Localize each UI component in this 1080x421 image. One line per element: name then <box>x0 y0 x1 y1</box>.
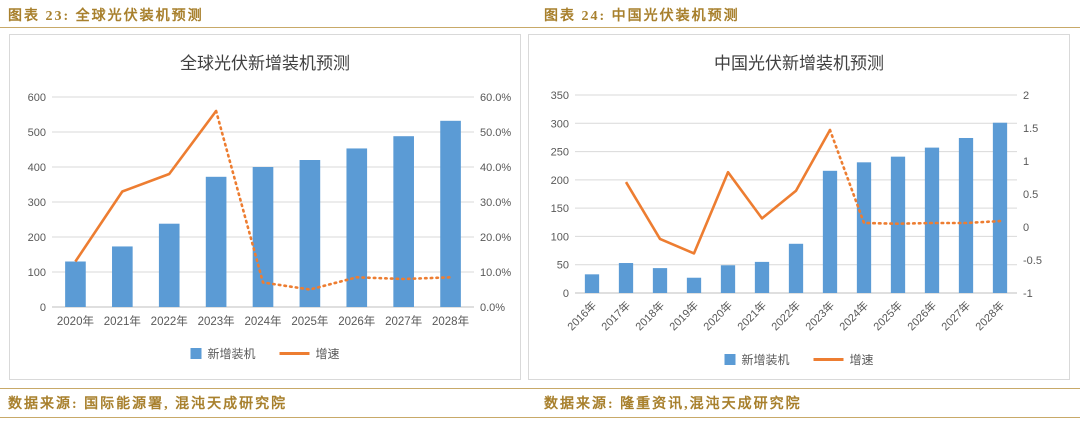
x-axis-label: 2025年 <box>870 298 905 333</box>
x-axis-label: 2023年 <box>198 314 235 328</box>
right-axis-tick-label: 40.0% <box>480 162 511 174</box>
chart-canvas: 0 100 200 300 400 500 600 0.0% 10.0% 20.0% 30.0% 40… <box>28 54 512 361</box>
x-axis-label: 2028年 <box>432 314 469 328</box>
right-axis-tick-label: 1.5 <box>1023 123 1038 135</box>
data-source-row: 数据来源: 国际能源署, 混沌天成研究院 数据来源: 隆重资讯,混沌天成研究院 <box>0 393 1080 413</box>
x-axis-label: 2018年 <box>632 298 667 333</box>
legend-bar-label: 新增装机 <box>208 346 256 361</box>
growth-line-solid <box>624 129 832 255</box>
figure-23-data-source: 数据来源: 国际能源署, 混沌天成研究院 <box>8 397 288 412</box>
left-axis-tick-label: 200 <box>551 175 569 187</box>
figure-23-caption: 图表 23: 全球光伏装机预测 <box>8 9 204 24</box>
x-axis-label: 2025年 <box>291 314 328 328</box>
right-axis-tick-label: -0.5 <box>1023 255 1042 267</box>
left-axis-tick-label: 100 <box>551 231 569 243</box>
right-axis-tick-label: -1 <box>1023 288 1033 300</box>
installation-bar <box>65 261 86 307</box>
right-axis-tick-label: 0.0% <box>480 302 505 314</box>
top-divider-line <box>0 27 1080 28</box>
right-axis-tick-label: 30.0% <box>480 197 511 209</box>
left-axis-tick-label: 400 <box>28 162 46 174</box>
chart-title: 全球光伏新增装机预测 <box>180 54 350 73</box>
x-axis-label: 2021年 <box>734 298 769 333</box>
chart-canvas: 0 50 100 150 200 250 300 350 -1 -0.5 0 0.5 1 1.5 2 2016… <box>551 54 1042 367</box>
installation-bar <box>958 137 974 293</box>
x-axis-label: 2017年 <box>598 298 633 333</box>
installation-bar <box>822 170 838 293</box>
x-axis-label: 2028年 <box>972 298 1007 333</box>
legend-bar-swatch <box>190 348 202 359</box>
installation-bar <box>205 176 227 307</box>
left-axis-tick-label: 300 <box>28 197 46 209</box>
right-axis-tick-label: 1 <box>1023 156 1029 168</box>
left-axis-tick-label: 200 <box>28 232 46 244</box>
installation-bar <box>686 277 702 293</box>
installation-bar <box>618 263 634 293</box>
x-axis-label: 2021年 <box>104 314 141 328</box>
installation-bar <box>754 261 770 293</box>
installation-bar <box>158 223 180 307</box>
x-axis-label: 2024年 <box>836 298 871 333</box>
chart-title: 中国光伏新增装机预测 <box>714 54 884 73</box>
left-axis-tick-label: 0 <box>40 302 46 314</box>
china-pv-forecast-chart: 0 50 100 150 200 250 300 350 -1 -0.5 0 0.5 1 1.5 2 2016… <box>528 34 1070 380</box>
x-axis-label: 2026年 <box>904 298 939 333</box>
right-axis-tick-label: 20.0% <box>480 232 511 244</box>
left-axis-tick-label: 350 <box>551 90 569 102</box>
legend-bar-swatch <box>724 354 736 365</box>
legend-bar-label: 新增装机 <box>742 352 790 367</box>
left-axis-tick-label: 300 <box>551 118 569 130</box>
left-axis-tick-label: 50 <box>557 260 569 272</box>
bottom-divider-line <box>0 417 1080 418</box>
installation-bar <box>393 136 414 307</box>
x-axis-label: 2020年 <box>700 298 735 333</box>
x-axis-label: 2022年 <box>151 314 188 328</box>
installation-bar <box>992 122 1008 293</box>
x-axis-label: 2027年 <box>385 314 422 328</box>
right-axis-tick-label: 2 <box>1023 90 1029 102</box>
right-axis-tick-label: 50.0% <box>480 127 511 139</box>
growth-line-dotted <box>828 128 1002 225</box>
x-axis-label: 2019年 <box>666 298 701 333</box>
footer-top-divider-line <box>0 388 1080 389</box>
installation-bar <box>299 160 321 307</box>
right-axis-tick-label: 0.5 <box>1023 189 1038 201</box>
installation-bar <box>346 148 368 307</box>
growth-line-solid <box>74 110 218 263</box>
right-axis-tick-label: 60.0% <box>480 92 511 104</box>
x-axis-label: 2016年 <box>564 298 599 333</box>
x-axis-label: 2020年 <box>57 314 94 328</box>
figure-24-data-source: 数据来源: 隆重资讯,混沌天成研究院 <box>544 397 802 412</box>
left-axis-tick-label: 250 <box>551 147 569 159</box>
installation-bar <box>788 243 804 293</box>
left-axis-tick-label: 150 <box>551 203 569 215</box>
left-axis-tick-label: 500 <box>28 127 46 139</box>
left-axis-tick-label: 100 <box>28 267 46 279</box>
installation-bar <box>924 147 940 293</box>
figure-24-caption: 图表 24: 中国光伏装机预测 <box>544 9 740 24</box>
growth-line-dotted <box>214 109 452 291</box>
x-axis-label: 2027年 <box>938 298 973 333</box>
installation-bar <box>856 162 872 293</box>
charts-row: 0 100 200 300 400 500 600 0.0% 10.0% 20.0% 30.0% 40… <box>9 34 1070 380</box>
x-axis-label: 2026年 <box>338 314 375 328</box>
figure-captions-row: 图表 23: 全球光伏装机预测 图表 24: 中国光伏装机预测 <box>0 5 1080 25</box>
x-axis-label: 2022年 <box>768 298 803 333</box>
legend-line-label: 增速 <box>850 353 874 367</box>
legend-line-label: 增速 <box>316 347 340 361</box>
x-axis-label: 2023年 <box>802 298 837 333</box>
left-axis-tick-label: 600 <box>28 92 46 104</box>
installation-bar <box>720 265 736 293</box>
installation-bar <box>252 167 274 307</box>
installation-bar <box>652 268 668 293</box>
installation-bar <box>440 120 461 307</box>
x-axis-label: 2024年 <box>244 314 281 328</box>
right-axis-tick-label: 0 <box>1023 222 1029 234</box>
global-pv-forecast-chart: 0 100 200 300 400 500 600 0.0% 10.0% 20.0% 30.0% 40… <box>9 34 521 380</box>
installation-bar <box>584 274 600 293</box>
right-axis-tick-label: 10.0% <box>480 267 511 279</box>
installation-bar <box>112 246 133 307</box>
left-axis-tick-label: 0 <box>563 288 569 300</box>
